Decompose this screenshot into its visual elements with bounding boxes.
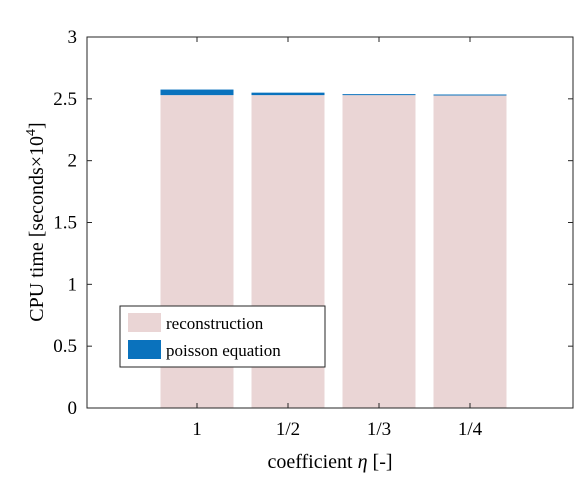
legend-swatch-poisson-equation [128, 340, 161, 359]
legend-swatch-reconstruction [128, 313, 161, 332]
y-axis: 0 0.5 1 1.5 2 2.5 3 [53, 27, 573, 419]
x-tick-label: 1/4 [458, 419, 483, 440]
bar-reconstruction-3 [342, 95, 416, 408]
y-tick-label: 0.5 [53, 336, 77, 357]
x-axis-label: coefficient η [-] [267, 451, 392, 473]
bar-reconstruction-4 [433, 95, 507, 408]
y-tick-label: 2 [68, 151, 78, 172]
x-tick-label: 1/3 [367, 419, 391, 440]
y-tick-label: 3 [68, 27, 78, 48]
y-axis-label: CPU time [seconds×104] [24, 122, 48, 321]
y-tick-label: 0 [68, 398, 78, 419]
bar-poisson-equation-1 [160, 89, 234, 96]
x-tick-label: 1/2 [276, 419, 300, 440]
legend-label-poisson-equation: poisson equation [166, 341, 281, 360]
bar-poisson-equation-3 [342, 94, 416, 96]
y-tick-label: 1 [68, 274, 78, 295]
x-tick-label: 1 [192, 419, 202, 440]
y-tick-label: 1.5 [53, 213, 77, 234]
legend-label-reconstruction: reconstruction [166, 314, 264, 333]
bar-poisson-equation-4 [433, 94, 507, 96]
y-tick-label: 2.5 [53, 89, 77, 110]
legend: reconstruction poisson equation [119, 305, 326, 368]
bar-poisson-equation-2 [251, 92, 325, 96]
x-axis: 1 1/2 1/3 1/4 [192, 37, 483, 440]
